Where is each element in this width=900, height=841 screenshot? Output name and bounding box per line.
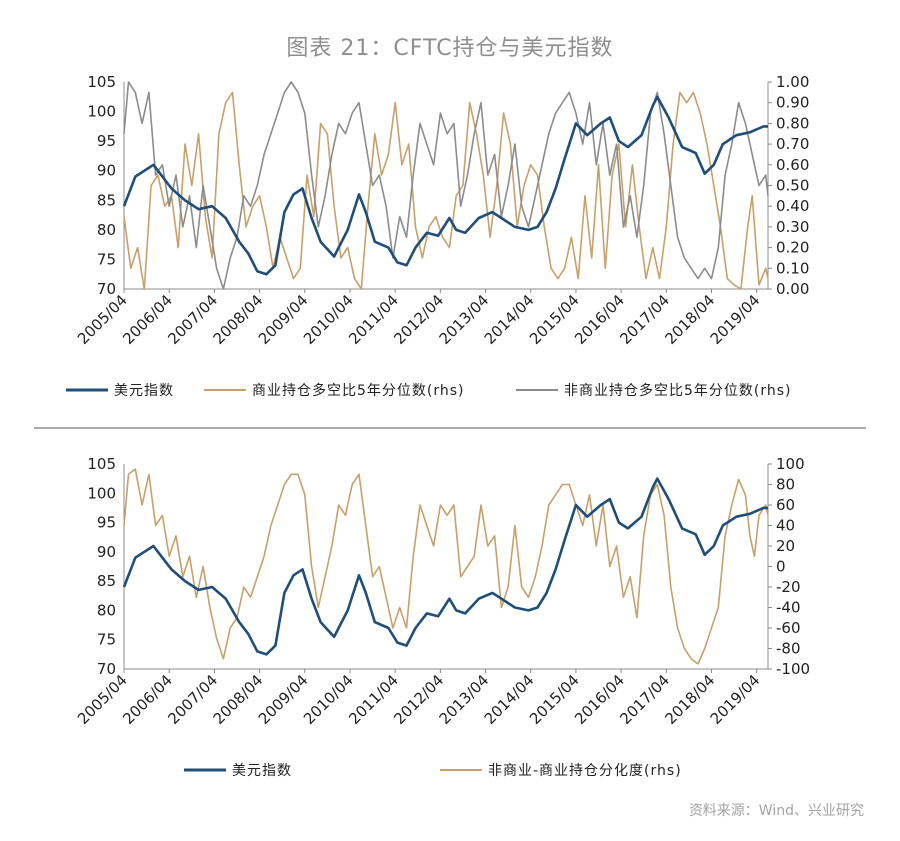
y-right-tick-label: 60 [776, 496, 795, 514]
chart-divergence: 70 75 80 85 90 95 100 105 -100 -80 -60 -40 -20 0 20 40 6… [74, 455, 810, 728]
y-left-tick-label: 105 [87, 73, 116, 91]
x-tick-label: 2019/04 [707, 671, 764, 728]
y-right-tick-label: 100 [776, 455, 805, 473]
y-right-tick-label: 80 [776, 476, 795, 494]
y-left-tick-label: 85 [97, 572, 116, 590]
y-right-tick-label: 20 [776, 537, 795, 555]
y-right-tick-label: 40 [776, 517, 795, 535]
y-left-tick-label: 90 [97, 162, 116, 180]
series-lines [122, 81, 769, 290]
x-tick-label: 2019/04 [707, 291, 764, 348]
y-right-tick-label: 0 [776, 558, 786, 576]
series-line-commercial [123, 91, 769, 290]
y-left-tick-label: 85 [97, 191, 116, 209]
y-left-tick-label: 70 [97, 660, 116, 678]
y-left-tick-label: 75 [97, 250, 116, 268]
series-lines [122, 468, 769, 665]
y-right-tick-label: -40 [776, 599, 801, 617]
legend-bottom: 美元指数 非商业-商业持仓分化度(rhs) [184, 763, 682, 779]
y-right-tick-label: 0.30 [776, 218, 809, 236]
y-right-tick-label: 0.80 [776, 114, 809, 132]
y-right-tick-label: -80 [776, 640, 801, 658]
y-right-tick-label: -20 [776, 578, 801, 596]
series-line-noncommercial [123, 81, 769, 290]
legend-label-dxy: 美元指数 [114, 383, 174, 399]
y-right-tick-label: 0.00 [776, 280, 809, 298]
plot-area [123, 464, 769, 670]
y-left-tick-label: 95 [97, 132, 116, 150]
legend-top: 美元指数 商业持仓多空比5年分位数(rhs) 非商业持仓多空比5年分位数(rhs… [66, 382, 792, 399]
y-left-tick-label: 95 [97, 514, 116, 532]
axis-ticks: 70 75 80 85 90 95 100 105 -100 -80 -60 -40 -20 0 20 40 6… [74, 455, 810, 728]
series-line-dxy [122, 477, 768, 656]
figure-title: 图表 21：CFTC持仓与美元指数 [286, 36, 614, 61]
legend-label-divergence: 非商业-商业持仓分化度(rhs) [488, 763, 682, 779]
y-right-tick-label: 0.20 [776, 239, 809, 257]
y-left-tick-label: 90 [97, 543, 116, 561]
y-right-tick-label: 0.10 [776, 259, 809, 277]
y-right-tick-label: 0.40 [776, 197, 809, 215]
chart-cftc-positions: 70 75 80 85 90 95 100 105 0.00 0.10 0.20 0.30 0.40 0.… [74, 73, 809, 348]
y-left-tick-label: 80 [97, 601, 116, 619]
y-right-tick-label: -60 [776, 619, 801, 637]
y-left-tick-label: 105 [87, 455, 116, 473]
series-line-dxy [122, 95, 768, 276]
y-left-tick-label: 80 [97, 221, 116, 239]
y-right-tick-label: -100 [776, 660, 810, 678]
y-right-tick-label: 0.90 [776, 94, 809, 112]
legend-label-commercial: 商业持仓多空比5年分位数(rhs) [252, 382, 465, 399]
y-left-tick-label: 100 [87, 103, 116, 121]
y-left-tick-label: 75 [97, 631, 116, 649]
y-right-tick-label: 1.00 [776, 73, 809, 91]
y-left-tick-label: 70 [97, 280, 116, 298]
legend-label-dxy: 美元指数 [232, 763, 292, 779]
y-right-tick-label: 0.60 [776, 156, 809, 174]
series-line-divergence [123, 468, 769, 665]
legend-label-noncommercial: 非商业持仓多空比5年分位数(rhs) [564, 382, 792, 399]
y-right-tick-label: 0.70 [776, 135, 809, 153]
source-note: 资料来源：Wind、兴业研究 [688, 803, 864, 819]
y-right-tick-label: 0.50 [776, 177, 809, 195]
axis-ticks: 70 75 80 85 90 95 100 105 0.00 0.10 0.20 0.30 0.40 0.… [74, 73, 809, 348]
y-left-tick-label: 100 [87, 484, 116, 502]
